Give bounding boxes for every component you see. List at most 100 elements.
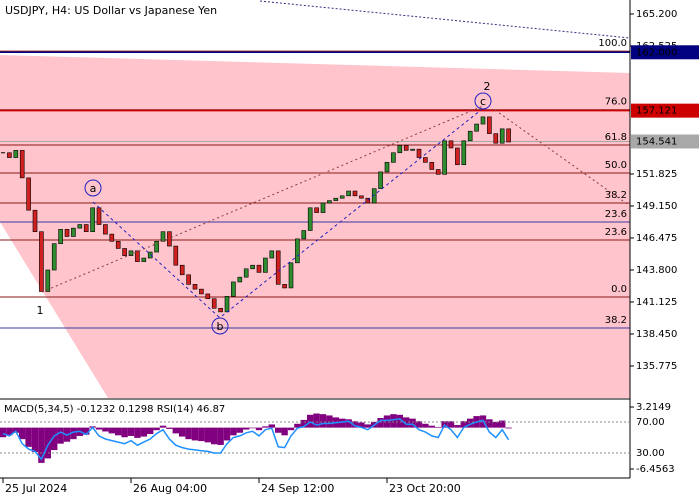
candle [45,269,51,292]
y-tick-label: 138.450 [636,329,677,340]
candle [442,140,447,175]
trend-line [259,0,631,39]
wave-label: 1 [37,304,44,317]
macd-bar [140,427,148,437]
macd-bar [127,427,135,436]
macd-bar [6,427,13,436]
fib-label: 61.8 [605,132,627,143]
macd-bar [460,421,467,428]
candle [26,177,31,211]
macd-bar [345,419,352,428]
macd-bar [19,427,26,440]
wave-line [92,201,221,319]
macd-bar [300,419,308,428]
macd-bar [358,422,365,428]
macd-bar [70,427,77,440]
price-box [631,45,699,60]
y-tick-label: 146.475 [636,233,677,244]
candle [19,150,25,179]
candle [365,197,371,204]
price-box-label: 154.541 [636,137,677,148]
macd-bar [57,427,64,444]
candle [64,229,70,237]
rsi-line [2,418,510,461]
candle [275,250,281,285]
macd-bar [243,427,250,430]
candle [71,227,76,237]
macd-bar [102,427,109,432]
macd-bar [409,418,416,428]
x-tick-label: 24 Sep 12:00 [261,482,334,495]
macd-bar [95,427,103,430]
macd-bar [268,424,276,428]
macd-bar [454,425,461,428]
macd-bar [505,427,512,429]
candle [218,307,223,313]
candle [263,257,268,273]
fib-label: 50.0 [605,160,627,171]
candle [128,250,134,256]
wave-marker [84,179,102,197]
candle [231,281,236,297]
y-tick-label: 143.800 [636,265,677,276]
y-tick-label: 141.125 [636,297,677,308]
macd-bar [12,427,20,433]
macd-bar [147,427,154,435]
candle [282,284,287,289]
macd-bar [223,427,231,441]
candle [416,148,422,158]
x-tick-label: 25 Jul 2024 [5,482,67,495]
macd-bar [434,426,442,428]
candle [122,248,127,256]
candle [147,251,153,259]
y-tick-label: 149.150 [636,201,677,212]
wave-label: a [90,182,97,195]
macd-bar [38,427,45,463]
candle [109,233,115,242]
wave-label: 2 [484,80,491,93]
macd-bar [428,425,435,428]
rsi-tick-label: 70.00 [636,417,665,428]
candle [461,140,467,166]
wave-marker [211,317,229,335]
fib-label: 38.2 [605,190,627,201]
macd-bar [153,427,160,431]
macd-bar [25,427,32,447]
y-tick-label: 165.200 [636,9,677,20]
y-tick-label: 135.775 [636,361,677,372]
macd-bar [402,417,410,428]
candle [391,152,396,163]
macd-bar [217,427,224,445]
candle [295,238,300,264]
candle [186,274,191,285]
macd-bar [108,427,116,434]
candle [288,262,294,289]
candle [429,162,435,170]
candle [243,268,249,278]
x-tick-label: 23 Oct 20:00 [389,482,461,495]
wave-marker [474,92,492,110]
candle [378,171,383,189]
y-tick-label: 151.825 [636,169,677,180]
candle [493,133,499,144]
candle [403,145,409,151]
candle [333,197,339,201]
candle [346,190,351,197]
candle [199,288,204,295]
macd-bar [83,427,90,435]
macd-bar [447,421,455,428]
candle [448,140,454,149]
macd-bar [287,427,295,431]
candle [103,224,108,235]
macd-bar [498,420,506,428]
candle [77,224,83,229]
macd-bar [313,413,320,428]
macd-bar [281,427,288,436]
macd-bar [172,427,180,434]
candle [237,276,243,283]
macd-bar [351,421,359,428]
macd-bar [249,427,256,429]
candle [455,147,460,166]
macd-bar [166,427,173,429]
